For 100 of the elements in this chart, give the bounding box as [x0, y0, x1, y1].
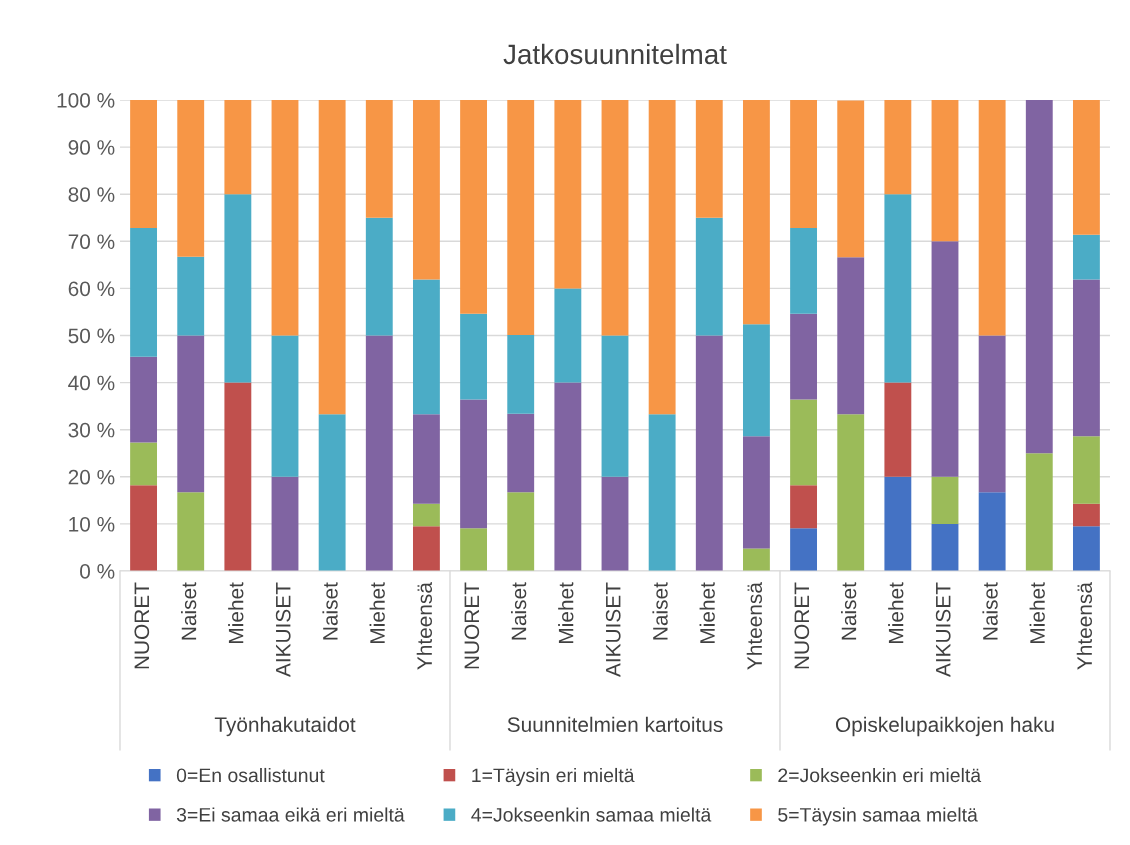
- bar: [695, 335, 723, 571]
- bar: [1072, 503, 1100, 527]
- x-tick-label: Miehet: [699, 582, 715, 643]
- bar: [412, 526, 440, 571]
- y-tick-label: 100 %: [57, 93, 115, 108]
- x-tick-label: AIKUISET: [605, 582, 621, 677]
- bar: [978, 100, 1006, 336]
- x-tick-label: Yhteensä: [1076, 582, 1093, 670]
- bar: [412, 100, 440, 280]
- bar: [224, 100, 252, 195]
- text: Suunnitelmien kartoitus: [507, 716, 723, 733]
- x-tick-label: NUORET: [794, 582, 810, 669]
- bar: [130, 100, 158, 229]
- bar: [554, 100, 582, 289]
- bar: [837, 414, 865, 571]
- bar: [224, 382, 252, 571]
- y-tick-label: 90 %: [68, 140, 115, 155]
- y-tick-label: 40 %: [68, 375, 115, 391]
- bar: [790, 313, 818, 400]
- bar: [460, 528, 488, 571]
- x-tick-label: Miehet: [369, 582, 385, 643]
- bar: [507, 413, 535, 493]
- bar: [884, 382, 912, 477]
- y-tick-label: 30 %: [68, 422, 115, 438]
- x-tick-label: Naiset: [181, 582, 197, 640]
- x-tick-label: Naiset: [322, 582, 338, 640]
- bar: [790, 399, 818, 486]
- bar: [130, 485, 158, 571]
- y-tick-label: 20 %: [68, 469, 115, 485]
- bar: [601, 100, 629, 336]
- bar: [648, 100, 676, 415]
- bar: [931, 523, 959, 571]
- bar: [884, 100, 912, 195]
- chart-title: Jatkosuunnitelmat: [503, 43, 727, 65]
- bar: [365, 335, 393, 571]
- bar: [1072, 279, 1100, 437]
- bar: [1025, 100, 1053, 454]
- bar: [884, 194, 912, 383]
- bar: [460, 399, 488, 529]
- bar: [460, 100, 488, 314]
- bar: [931, 241, 959, 477]
- bar: [460, 313, 488, 400]
- legend-label: 1=Täysin eri mieltä: [472, 767, 635, 787]
- x-tick-label: Naiset: [982, 582, 998, 640]
- x-tick-label: Naiset: [841, 582, 857, 640]
- bar: [271, 476, 299, 571]
- bar: [931, 100, 959, 242]
- bar: [507, 335, 535, 414]
- bar: [931, 476, 959, 524]
- bar: [742, 548, 770, 571]
- y-tick-label: 60 %: [68, 281, 115, 297]
- bar: [177, 256, 205, 336]
- y-tick-label: 80 %: [68, 187, 115, 202]
- x-tick-label: Miehet: [228, 582, 244, 643]
- bar: [742, 436, 770, 549]
- bar: [365, 100, 393, 218]
- bar: [695, 100, 723, 218]
- bar: [742, 100, 770, 325]
- bar: [318, 414, 346, 571]
- bar: [1072, 234, 1100, 280]
- text: Opiskelupaikkojen haku: [835, 716, 1054, 737]
- bar: [130, 228, 158, 357]
- x-tick-label: Yhteensä: [416, 582, 433, 670]
- bar: [742, 324, 770, 437]
- bar: [1072, 526, 1100, 571]
- bar: [271, 335, 299, 477]
- bar: [790, 100, 818, 229]
- bar: [412, 414, 440, 504]
- y-tick-label: 10 %: [69, 516, 115, 532]
- bar: [177, 492, 205, 571]
- x-tick-label: AIKUISET: [275, 582, 291, 677]
- x-tick-label: NUORET: [134, 582, 150, 669]
- bar: [601, 476, 629, 571]
- x-tick-label: Naiset: [652, 582, 668, 640]
- bar: [978, 335, 1006, 493]
- legend-label: 5=Täysin samaa mieltä: [778, 807, 978, 826]
- text: Työnhakutaidot: [214, 716, 356, 737]
- bar: [412, 503, 440, 527]
- bar: [884, 476, 912, 571]
- bar: [790, 485, 818, 529]
- legend-label: 0=En osallistunut: [176, 767, 325, 783]
- bar: [837, 100, 865, 258]
- bar: [318, 100, 346, 415]
- bar: [412, 279, 440, 415]
- bar: [554, 382, 582, 571]
- bar: [1072, 100, 1100, 235]
- x-tick-label: Miehet: [888, 582, 904, 643]
- bar: [130, 356, 158, 443]
- legend-label: 3=Ei samaa eikä eri mieltä: [176, 807, 405, 822]
- y-tick-label: 50 %: [68, 328, 115, 344]
- bar: [1025, 453, 1053, 571]
- bar: [1072, 436, 1100, 504]
- bar: [224, 194, 252, 383]
- bar: [554, 288, 582, 383]
- bar: [507, 100, 535, 336]
- x-tick-label: Miehet: [1029, 582, 1045, 643]
- bar: [790, 528, 818, 571]
- bar: [507, 492, 535, 571]
- x-tick-label: Naiset: [511, 582, 527, 640]
- bar: [271, 100, 299, 336]
